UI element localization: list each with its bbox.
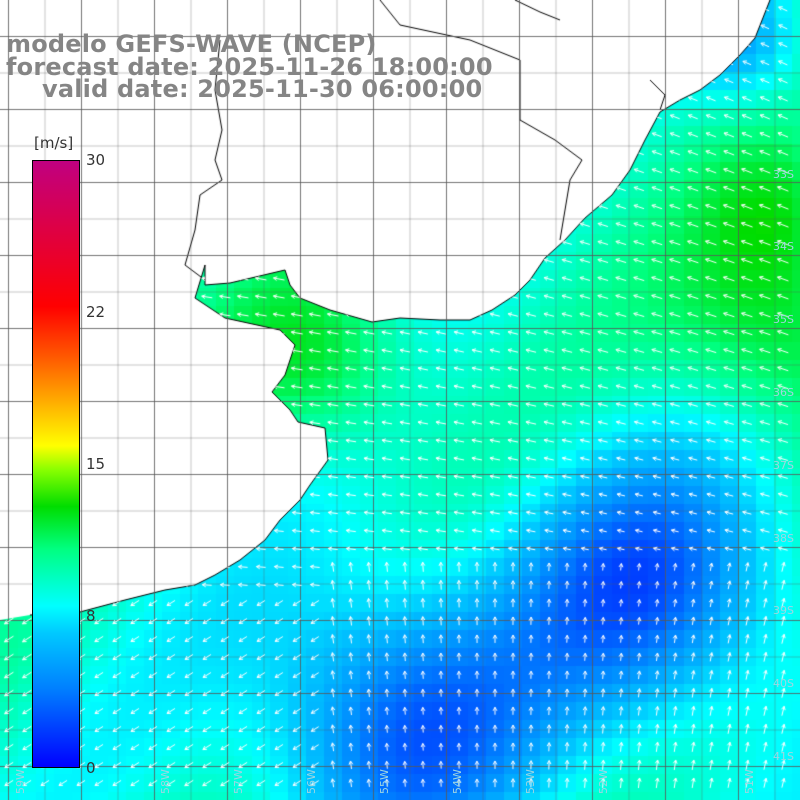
lon-label: 59W bbox=[14, 769, 27, 794]
colorbar-tick-0: 0 bbox=[86, 759, 96, 777]
lat-label: 35S bbox=[773, 313, 794, 326]
lon-label: 53W bbox=[524, 769, 537, 794]
lat-label: 41S bbox=[773, 750, 794, 763]
colorbar-tick-8: 8 bbox=[86, 607, 96, 625]
colorbar-units: [m/s] bbox=[34, 134, 74, 152]
valid-date: valid date: 2025-11-30 06:00:00 bbox=[42, 75, 483, 103]
colorbar-tick-15: 15 bbox=[86, 455, 106, 473]
lon-label: 56W bbox=[305, 769, 318, 794]
lat-label: 39S bbox=[773, 604, 794, 617]
lon-label: 51W bbox=[743, 769, 756, 794]
lat-label: 37S bbox=[773, 459, 794, 472]
lon-label: 58W bbox=[159, 769, 172, 794]
lat-label: 36S bbox=[773, 386, 794, 399]
lon-label: 54W bbox=[451, 769, 464, 794]
colorbar bbox=[32, 160, 80, 768]
lon-label: 55W bbox=[378, 769, 391, 794]
lat-label: 34S bbox=[773, 240, 794, 253]
colorbar-tick-22: 22 bbox=[86, 303, 106, 321]
forecast-date: forecast date: 2025-11-26 18:00:00 bbox=[6, 53, 493, 81]
model-title: modelo GEFS-WAVE (NCEP) bbox=[6, 30, 377, 58]
lon-label: 57W bbox=[232, 769, 245, 794]
colorbar-tick-30: 30 bbox=[86, 151, 106, 169]
lon-label: 52W bbox=[597, 769, 610, 794]
lat-label: 40S bbox=[773, 677, 794, 690]
lat-label: 38S bbox=[773, 532, 794, 545]
lat-label: 33S bbox=[773, 168, 794, 181]
